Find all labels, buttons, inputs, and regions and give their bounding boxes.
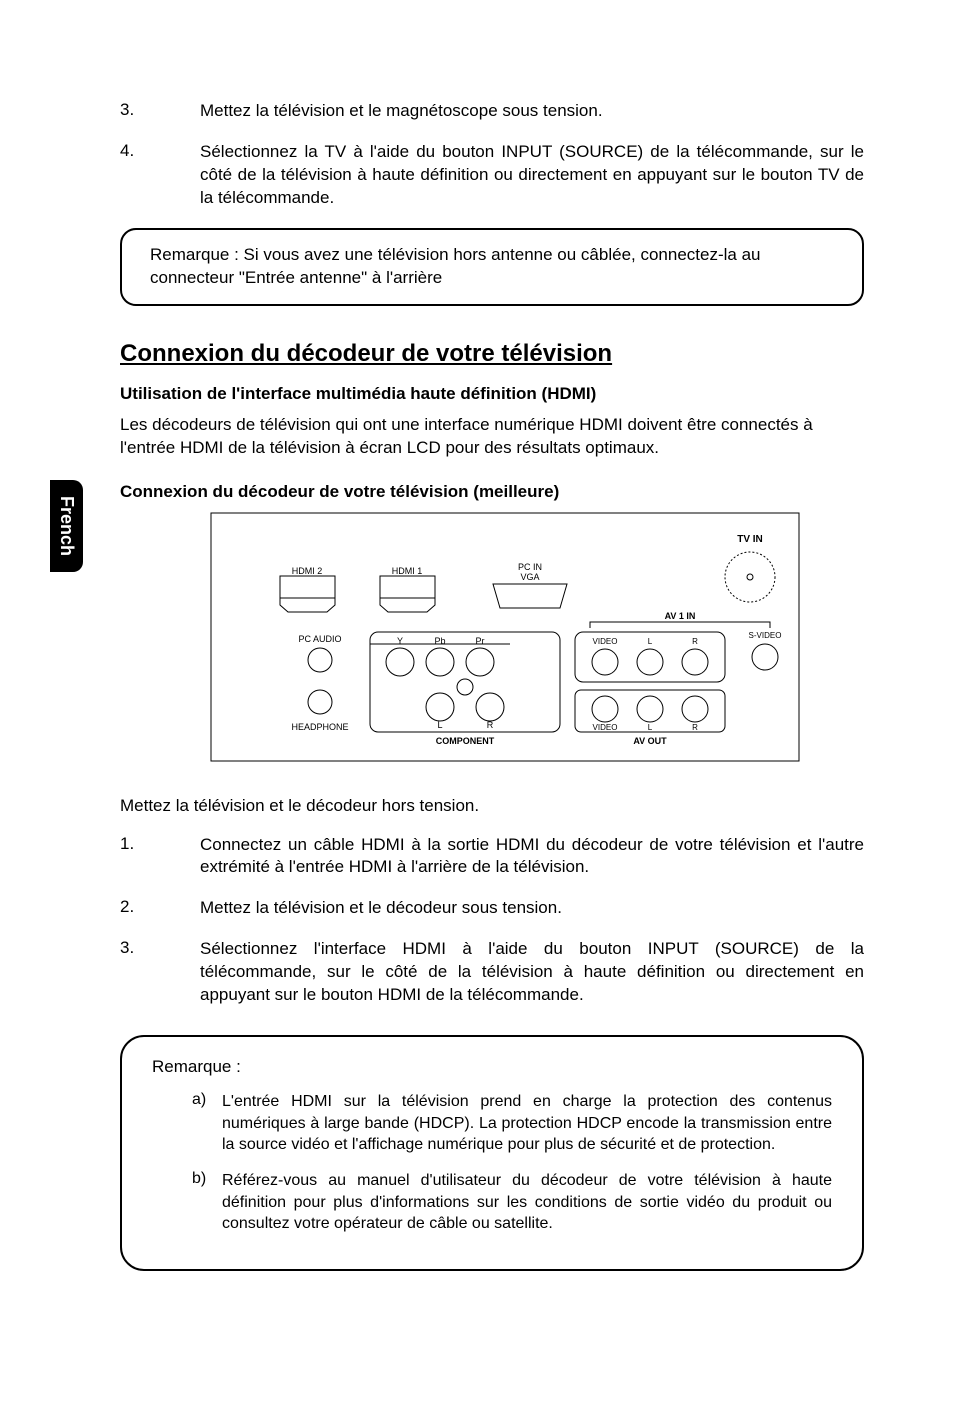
av1in-label: AV 1 IN [665,611,696,621]
pcaudio-label: PC AUDIO [298,634,341,644]
item-text: Sélectionnez la TV à l'aide du bouton IN… [200,141,864,210]
item-number: 2. [120,897,200,920]
hdmi1-label: HDMI 1 [392,566,423,576]
svg-text:VGA: VGA [520,572,539,582]
svideo-label: S-VIDEO [749,631,782,640]
note-item: b) Référez-vous au manuel d'utilisateur … [192,1170,832,1235]
note-box: Remarque : Si vous avez une télévision h… [120,228,864,306]
l-label: L [437,720,442,730]
subheading: Connexion du décodeur de votre télévisio… [120,482,864,502]
item-number: 1. [120,834,200,880]
headphone-label: HEADPHONE [291,722,348,732]
r-label: R [692,723,698,732]
note-letter: a) [192,1091,222,1156]
item-text: Connectez un câble HDMI à la sortie HDMI… [200,834,864,880]
note-box: Remarque : a) L'entrée HDMI sur la télév… [120,1035,864,1271]
tvin-label: TV IN [737,534,763,545]
l-label: L [648,637,653,646]
subheading: Utilisation de l'interface multimédia ha… [120,384,864,404]
item-number: 3. [120,100,200,123]
component-label: COMPONENT [436,736,495,746]
l-label: L [648,723,653,732]
video-label: VIDEO [593,723,618,732]
language-tab: French [50,480,83,572]
hdmi2-label: HDMI 2 [292,566,323,576]
r-label: R [692,637,698,646]
step-item: 3. Sélectionnez l'interface HDMI à l'aid… [120,938,864,1007]
note-item: a) L'entrée HDMI sur la télévision prend… [192,1091,832,1156]
item-text: Sélectionnez l'interface HDMI à l'aide d… [200,938,864,1007]
avout-label: AV OUT [633,736,667,746]
item-text: Mettez la télévision et le magnétoscope … [200,100,864,123]
pre-list-text: Mettez la télévision et le décodeur hors… [120,796,864,816]
step-item: 1. Connectez un câble HDMI à la sortie H… [120,834,864,880]
intro-item: 4. Sélectionnez la TV à l'aide du bouton… [120,141,864,210]
step-item: 2. Mettez la télévision et le décodeur s… [120,897,864,920]
note-text: L'entrée HDMI sur la télévision prend en… [222,1091,832,1156]
note-title: Remarque : [152,1057,832,1077]
paragraph: Les décodeurs de télévision qui ont une … [120,414,864,460]
pcin-label: PC IN [518,562,542,572]
intro-item: 3. Mettez la télévision et le magnétosco… [120,100,864,123]
connection-diagram: TV IN HDMI 2 HDMI 1 PC IN VGA AV 1 IN S-… [210,512,800,762]
page-content: 3. Mettez la télévision et le magnétosco… [120,100,864,1271]
section-title: Connexion du décodeur de votre télévisio… [120,340,864,368]
item-number: 4. [120,141,200,210]
item-number: 3. [120,938,200,1007]
item-text: Mettez la télévision et le décodeur sous… [200,897,864,920]
note-letter: b) [192,1170,222,1235]
note-text: Référez-vous au manuel d'utilisateur du … [222,1170,832,1235]
r-label: R [487,720,494,730]
video-label: VIDEO [593,637,618,646]
